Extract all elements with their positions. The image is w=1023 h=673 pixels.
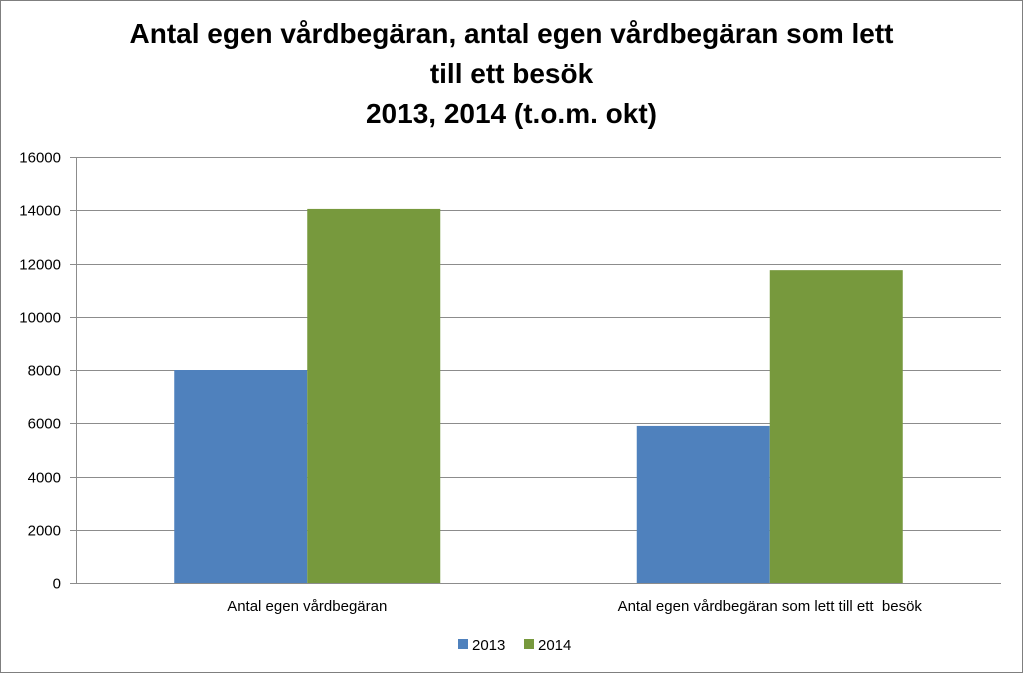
y-tick-label: 2000 [28, 523, 61, 540]
y-tick-label: 16000 [19, 150, 61, 167]
bar-2014-2 [769, 270, 903, 583]
chart-title-line-1: Antal egen vårdbegäran, antal egen vårdb… [129, 18, 894, 49]
legend-label-2013: 2013 [472, 637, 505, 654]
y-tick-label: 14000 [19, 203, 61, 220]
legend-swatch-2014 [524, 639, 534, 649]
bar-2013-1 [174, 370, 308, 583]
chart-title-line-3: 2013, 2014 (t.o.m. okt) [365, 98, 657, 129]
x-category-label: Antal egen vårdbegäran som lett till ett… [618, 598, 923, 615]
chart-title: Antal egen vårdbegäran, antal egen vårdb… [0, 14, 1023, 134]
y-tick-label: 0 [53, 576, 61, 593]
y-tick-label: 4000 [28, 470, 61, 487]
y-tick-label: 10000 [19, 310, 61, 327]
legend-label-2014: 2014 [538, 637, 571, 654]
x-category-label: Antal egen vårdbegäran [227, 598, 387, 615]
bar-2013-2 [636, 425, 770, 583]
chart-title-line-2: till ett besök [429, 58, 594, 89]
y-tick-label: 6000 [28, 416, 61, 433]
bar-2014-1 [307, 208, 441, 583]
legend-swatch-2013 [458, 639, 468, 649]
y-tick-label: 8000 [28, 363, 61, 380]
y-tick-label: 12000 [19, 257, 61, 274]
